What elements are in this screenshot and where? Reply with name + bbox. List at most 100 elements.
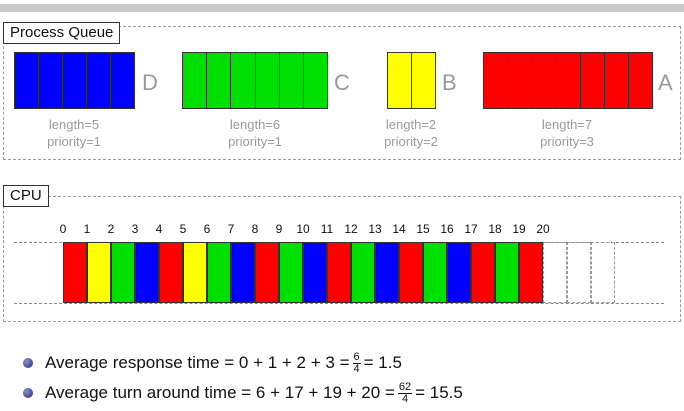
cpu-tick-label: 15: [416, 222, 430, 236]
process-cell: [484, 53, 509, 108]
process-cell: [63, 53, 87, 108]
cpu-tick-label: 6: [203, 222, 211, 236]
cpu-tick-label: 10: [296, 222, 310, 236]
turnaround-time-expr: = 6 + 17 + 19 + 20 =: [241, 383, 395, 402]
turnaround-time-label: Average turn around time: [45, 383, 237, 402]
length-label: length=5: [48, 117, 100, 132]
fraction-numerator: 6: [352, 350, 361, 364]
process-block-a: [483, 52, 653, 109]
fraction-denominator: 4: [401, 392, 409, 405]
cpu-slot-c: [111, 242, 135, 303]
process-cell: [280, 53, 304, 108]
process-cell: [629, 53, 652, 108]
process-cell: [388, 53, 412, 108]
process-info-a: length=7 priority=3: [512, 116, 622, 150]
response-time-line: Average response time = 0 + 1 + 2 + 3 = …: [23, 351, 402, 375]
priority-label: priority=1: [228, 134, 282, 149]
cpu-slot-c: [279, 242, 303, 303]
turnaround-time-fraction: 62 4: [397, 380, 413, 405]
cpu-tick-label: 0: [59, 222, 67, 236]
process-cell: [412, 53, 435, 108]
cpu-slot-c: [423, 242, 447, 303]
turnaround-time-result: = 15.5: [415, 383, 463, 402]
process-label-b: B: [442, 70, 457, 95]
cpu-slot-a: [63, 242, 87, 303]
process-label-d: D: [142, 70, 158, 95]
process-block-d: [14, 52, 135, 109]
process-block-b: [387, 52, 436, 109]
cpu-slot-b: [183, 242, 207, 303]
length-label: length=2: [385, 117, 437, 132]
cpu-slot-a: [471, 242, 495, 303]
process-info-c: length=6 priority=1: [200, 116, 310, 150]
cpu-tick-label: 2: [107, 222, 115, 236]
process-cell: [87, 53, 111, 108]
cpu-slot-d: [447, 242, 471, 303]
bullet-icon: [23, 358, 33, 368]
cpu-tick-label: 16: [440, 222, 454, 236]
response-time-fraction: 6 4: [352, 350, 361, 375]
process-cell: [556, 53, 581, 108]
turnaround-time-line: Average turn around time = 6 + 17 + 19 +…: [23, 381, 463, 405]
cpu-tick-label: 4: [155, 222, 163, 236]
priority-label: priority=1: [47, 134, 101, 149]
process-label-c: C: [334, 70, 350, 95]
cpu-slot-c: [495, 242, 519, 303]
cpu-tick-label: 13: [368, 222, 382, 236]
cpu-tick-label: 9: [275, 222, 283, 236]
cpu-tick-label: 20: [536, 222, 550, 236]
process-label-a: A: [658, 70, 673, 95]
process-cell: [39, 53, 63, 108]
process-queue-title: Process Queue: [3, 22, 121, 44]
bullet-icon: [23, 388, 33, 398]
cpu-slot-d: [375, 242, 399, 303]
top-bar: [0, 4, 684, 12]
cpu-slot-b: [87, 242, 111, 303]
process-block-c: [182, 52, 328, 109]
fraction-denominator: 4: [353, 362, 360, 375]
cpu-tick-label: 12: [344, 222, 358, 236]
cpu-slot-d: [231, 242, 255, 303]
cpu-panel: [3, 196, 681, 322]
process-cell: [508, 53, 533, 108]
process-cell: [605, 53, 629, 108]
cpu-tick-label: 5: [179, 222, 187, 236]
cpu-slot-c: [351, 242, 375, 303]
process-cell: [532, 53, 557, 108]
fraction-numerator: 62: [397, 380, 413, 394]
cpu-slot-d: [135, 242, 159, 303]
cpu-empty-slot: [567, 242, 591, 303]
cpu-slot-a: [519, 242, 543, 303]
cpu-tick-label: 17: [464, 222, 478, 236]
cpu-tick-label: 1: [83, 222, 91, 236]
cpu-tick-label: 19: [512, 222, 526, 236]
cpu-tick-label: 18: [488, 222, 502, 236]
response-time-result: = 1.5: [363, 353, 402, 372]
length-label: length=7: [541, 117, 593, 132]
cpu-tick-label: 14: [392, 222, 406, 236]
cpu-tick-label: 8: [251, 222, 259, 236]
cpu-tick-label: 3: [131, 222, 139, 236]
process-cell: [111, 53, 134, 108]
cpu-slot-a: [327, 242, 351, 303]
process-cell: [256, 53, 280, 108]
cpu-slot-d: [303, 242, 327, 303]
process-cell: [581, 53, 605, 108]
priority-label: priority=2: [384, 134, 438, 149]
priority-label: priority=3: [540, 134, 594, 149]
cpu-slot-a: [159, 242, 183, 303]
cpu-title: CPU: [3, 185, 49, 207]
process-info-d: length=5 priority=1: [19, 116, 129, 150]
cpu-slot-c: [207, 242, 231, 303]
cpu-empty-slot: [543, 242, 567, 303]
process-cell: [304, 53, 327, 108]
cpu-empty-slot: [591, 242, 615, 303]
cpu-tick-label: 7: [227, 222, 235, 236]
process-cell: [207, 53, 232, 108]
cpu-slot-a: [399, 242, 423, 303]
response-time-label: Average response time: [45, 353, 220, 372]
cpu-slot-a: [255, 242, 279, 303]
cpu-tick-label: 11: [320, 222, 334, 236]
process-cell: [15, 53, 39, 108]
process-queue-panel: [3, 26, 681, 160]
